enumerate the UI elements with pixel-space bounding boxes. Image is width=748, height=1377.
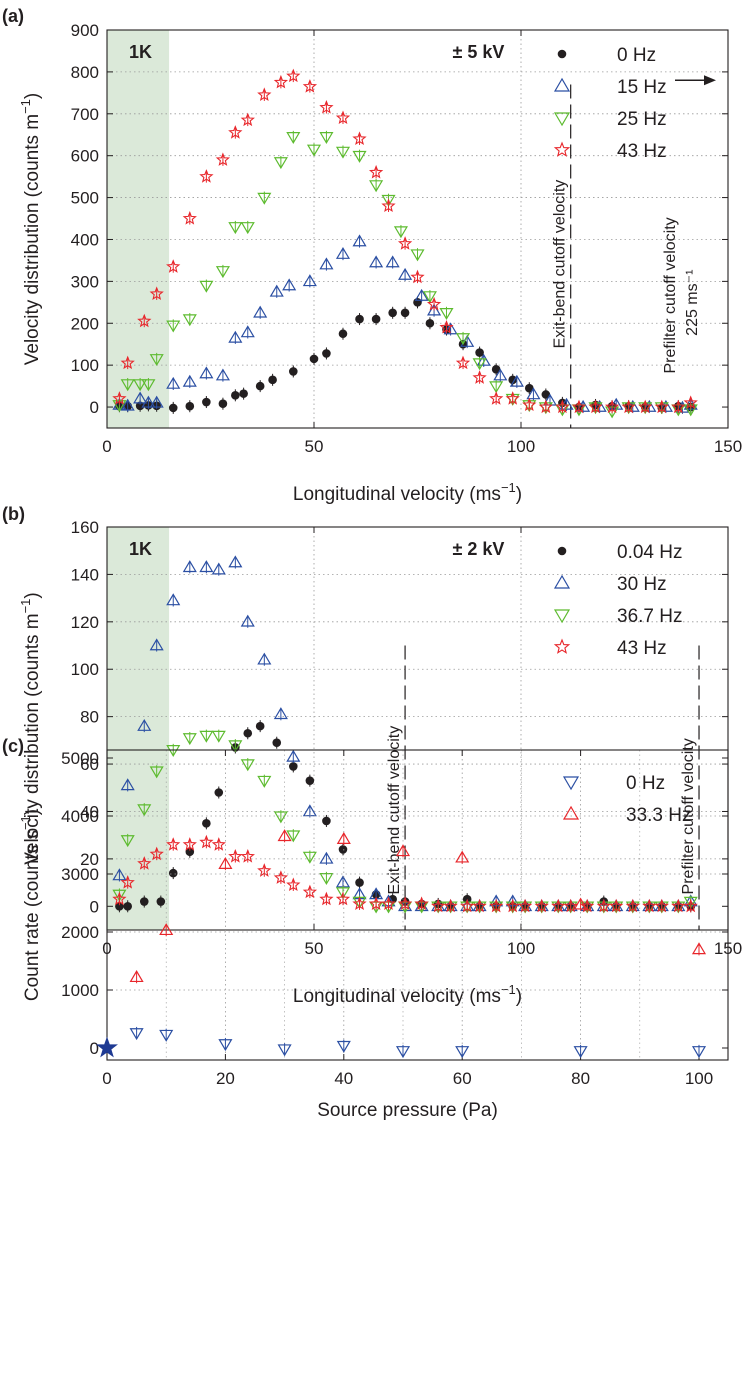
tick-label-x: 100 xyxy=(685,1069,713,1088)
tick-label-x: 50 xyxy=(305,437,324,456)
tick-label-y: 40 xyxy=(80,802,99,821)
tick-label-y: 1000 xyxy=(61,981,99,1000)
series-3 xyxy=(112,834,698,913)
tick-label-y: 300 xyxy=(71,272,99,291)
legend-label: 0 Hz xyxy=(626,773,665,794)
tick-label-y: 200 xyxy=(71,314,99,333)
tick-label-x: 0 xyxy=(102,1069,111,1088)
region-label: 1K xyxy=(129,539,152,559)
axes-frame xyxy=(106,526,729,931)
series-1 xyxy=(112,234,698,414)
legend-label: 15 Hz xyxy=(617,77,667,98)
voltage-label: ± 5 kV xyxy=(453,42,505,62)
series-0 xyxy=(115,296,696,414)
legend-marker xyxy=(553,574,571,589)
legend-label: 33.3 Hz xyxy=(626,805,691,826)
legend-marker xyxy=(553,638,571,654)
tick-label-x: 60 xyxy=(453,1069,472,1088)
y-axis-label: Velocity distribution (counts m−1) xyxy=(18,592,43,865)
legend: 0 Hz 15 Hz 25 Hz 43 Hz xyxy=(553,45,667,162)
legend-marker xyxy=(557,546,567,556)
tick-label-y: 0 xyxy=(90,398,99,417)
cutoff-label: Exit-bend cutoff velocity xyxy=(386,726,403,895)
tick-label-y: 160 xyxy=(71,518,99,537)
tick-label-y: 20 xyxy=(80,850,99,869)
tick-label-y: 100 xyxy=(71,356,99,375)
legend-label: 43 Hz xyxy=(617,141,667,162)
cutoff-label: Exit-bend cutoff velocity xyxy=(552,180,569,349)
y-axis-label: Count rate (counts s−1) xyxy=(18,809,43,1001)
tick-label-x: 20 xyxy=(216,1069,235,1088)
voltage-label: ± 2 kV xyxy=(453,539,505,559)
tick-label-y: 900 xyxy=(71,21,99,40)
series-3 xyxy=(112,68,698,414)
tick-label-y: 60 xyxy=(80,755,99,774)
series-1 xyxy=(129,829,707,984)
tick-label-x: 50 xyxy=(305,939,324,958)
tick-label-y: 120 xyxy=(71,613,99,632)
x-axis-label: Longitudinal velocity (ms−1) xyxy=(293,480,522,505)
legend-marker xyxy=(553,141,571,157)
legend-marker xyxy=(562,776,580,791)
tick-label-y: 700 xyxy=(71,105,99,124)
series-0 xyxy=(129,1026,707,1059)
legend-marker xyxy=(553,609,571,624)
legend-label: 43 Hz xyxy=(617,638,667,659)
legend-marker xyxy=(557,49,567,59)
legend-label: 25 Hz xyxy=(617,109,667,130)
tick-label-x: 0 xyxy=(102,437,111,456)
tick-label-x: 40 xyxy=(334,1069,353,1088)
legend-label: 0 Hz xyxy=(617,45,656,66)
x-axis-label: Longitudinal velocity (ms−1) xyxy=(293,982,522,1007)
tick-label-y: 400 xyxy=(71,230,99,249)
legend-marker xyxy=(562,805,580,820)
legend-marker xyxy=(553,77,571,92)
legend: 0 Hz 33.3 Hz xyxy=(562,773,691,826)
tick-label-y: 4000 xyxy=(61,807,99,826)
arrow-head xyxy=(704,75,716,86)
tick-label-x: 150 xyxy=(714,437,742,456)
origin-star-marker xyxy=(96,1036,118,1058)
tick-label-y: 500 xyxy=(71,189,99,208)
shaded-region-1k xyxy=(107,527,170,930)
tick-label-y: 3000 xyxy=(61,865,99,884)
axes-frame xyxy=(106,749,729,1061)
tick-label-y: 600 xyxy=(71,147,99,166)
tick-label-y: 5000 xyxy=(61,749,99,768)
tick-label-y: 800 xyxy=(71,63,99,82)
legend-label: 30 Hz xyxy=(617,574,667,595)
panel-0: 1K 0 100 200 300 400 500 600 700 800 900 0 50 100 150 (… xyxy=(2,6,742,505)
tick-label-x: 100 xyxy=(507,437,535,456)
tick-label-x: 80 xyxy=(571,1069,590,1088)
tick-label-y: 2000 xyxy=(61,923,99,942)
tick-label-y: 0 xyxy=(90,897,99,916)
shaded-region-1k xyxy=(107,30,170,428)
tick-label-y: 140 xyxy=(71,565,99,584)
offscale-value: 225 ms⁻¹ xyxy=(684,270,701,336)
tick-label-x: 100 xyxy=(507,939,535,958)
panel-label: (a) xyxy=(2,6,24,26)
tick-label-y: 80 xyxy=(80,708,99,727)
y-axis-label: Velocity distribution (counts m−1) xyxy=(18,93,43,366)
panel-label: (c) xyxy=(2,736,24,756)
region-label: 1K xyxy=(129,42,152,62)
legend-marker xyxy=(553,112,571,127)
tick-label-y: 100 xyxy=(71,660,99,679)
tick-label-y: 0 xyxy=(90,1039,99,1058)
x-axis-label: Source pressure (Pa) xyxy=(317,1100,498,1121)
legend-label: 0.04 Hz xyxy=(617,542,682,563)
panel-label: (b) xyxy=(2,504,25,524)
legend: 0.04 Hz 30 Hz 36.7 Hz 43 Hz xyxy=(553,542,682,659)
legend-label: 36.7 Hz xyxy=(617,606,682,627)
offscale-label: Prefilter cutoff velocity xyxy=(662,217,679,373)
axes-frame xyxy=(106,29,729,429)
